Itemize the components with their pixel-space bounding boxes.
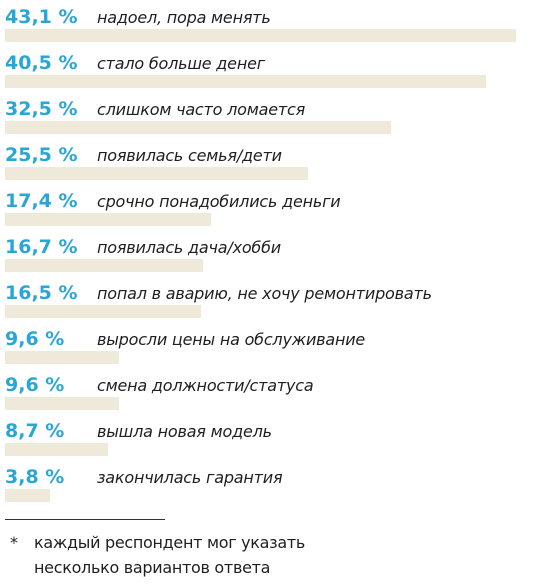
value-label: 17,4 %: [5, 190, 78, 212]
footnote-divider: [5, 519, 165, 520]
value-label: 8,7 %: [5, 420, 65, 442]
bar: [5, 121, 391, 134]
value-label: 3,8 %: [5, 466, 65, 488]
value-label: 16,7 %: [5, 236, 78, 258]
bar: [5, 75, 486, 88]
footnote-line-1: каждый респондент мог указать: [34, 533, 305, 552]
category-label: стало больше денег: [97, 54, 265, 73]
value-label: 9,6 %: [5, 328, 65, 350]
bar: [5, 489, 50, 502]
category-label: смена должности/статуса: [97, 376, 314, 395]
category-label: появилась дача/хобби: [97, 238, 281, 257]
category-label: появилась семья/дети: [97, 146, 282, 165]
category-label: выросли цены на обслуживание: [97, 330, 366, 349]
bar: [5, 167, 308, 180]
bar-chart: 43,1 % надоел, пора менять 40,5 % стало бол…: [5, 6, 516, 502]
value-label: 16,5 %: [5, 282, 78, 304]
category-label: закончилась гарантия: [97, 468, 283, 487]
footnote: * каждый респондент мог указать несколько…: [10, 530, 305, 580]
bar: [5, 29, 516, 42]
value-label: 40,5 %: [5, 52, 78, 74]
value-label: 9,6 %: [5, 374, 65, 396]
category-label: попал в аварию, не хочу ремонтировать: [97, 284, 432, 303]
footnote-marker: *: [10, 533, 18, 552]
category-label: надоел, пора менять: [97, 8, 271, 27]
bar: [5, 397, 119, 410]
category-label: вышла новая модель: [97, 422, 272, 441]
category-label: слишком часто ломается: [97, 100, 305, 119]
value-label: 25,5 %: [5, 144, 78, 166]
bar: [5, 443, 108, 456]
category-label: срочно понадобились деньги: [97, 192, 341, 211]
value-label: 43,1 %: [5, 6, 78, 28]
value-label: 32,5 %: [5, 98, 78, 120]
bar: [5, 259, 203, 272]
footnote-line-2: несколько вариантов ответа: [34, 558, 271, 577]
bar: [5, 305, 201, 318]
bar: [5, 213, 211, 226]
bar: [5, 351, 119, 364]
